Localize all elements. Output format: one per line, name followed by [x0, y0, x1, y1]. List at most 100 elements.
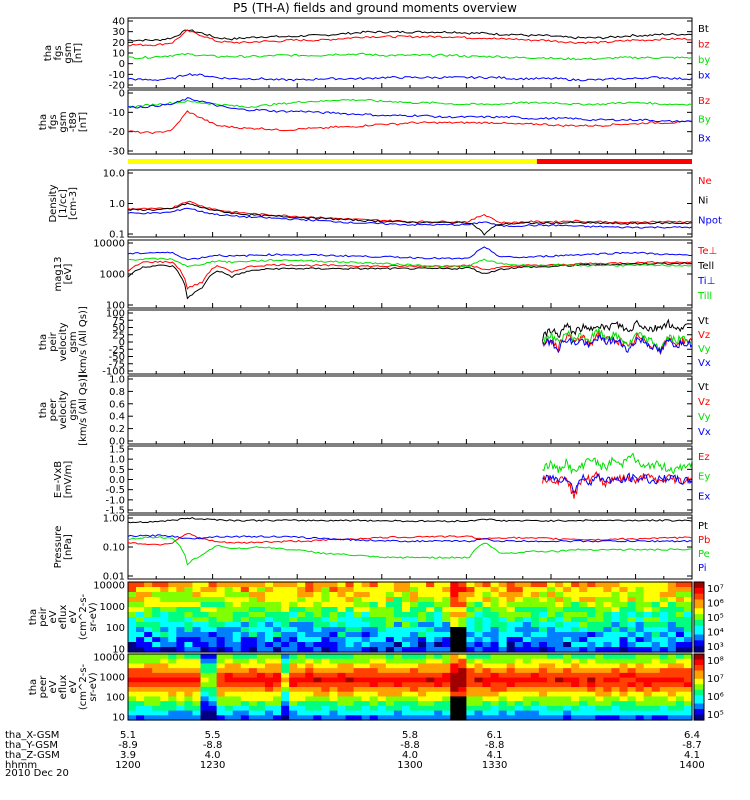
spectrogram-cell [369, 682, 379, 688]
spectrogram-cell [555, 602, 564, 608]
spectrogram-cell [418, 687, 427, 693]
spectrogram-cell [603, 663, 613, 669]
spectrogram-cell [200, 587, 210, 593]
spectrogram-cell [538, 710, 548, 716]
spectrogram-cell [522, 602, 532, 608]
spectrogram-cell [256, 582, 266, 588]
spectrogram-cell [160, 607, 169, 613]
spectrogram-cell [587, 617, 596, 623]
orbit-bar-segment [128, 159, 537, 164]
spectrogram-cell [337, 672, 347, 679]
spectrogram-cell [458, 705, 467, 712]
spectrogram-cell [264, 668, 274, 674]
legend-entry: Vy [698, 412, 711, 423]
spectrogram-cell [667, 663, 677, 669]
spectrogram-cell [659, 715, 669, 721]
spectrogram-cell [289, 647, 298, 653]
spectrogram-cell [248, 637, 258, 643]
spectrogram-cell [240, 582, 250, 588]
spectrogram-cell [273, 701, 282, 707]
spectrogram-cell [611, 617, 621, 623]
panel-frame [127, 653, 693, 721]
spectrogram-cell [329, 696, 339, 702]
colorbar-label: 10⁸ [707, 656, 724, 667]
spectrogram-cell [675, 710, 685, 716]
colorbar-cell [694, 649, 704, 653]
spectrogram-cell [458, 687, 467, 693]
spectrogram-cell [160, 632, 169, 638]
colorbar-cell [694, 656, 704, 661]
spectrogram-cell [337, 582, 347, 588]
spectrogram-cell [458, 587, 467, 593]
spectrogram-cell [385, 602, 395, 608]
spectrogram-cell [426, 705, 435, 712]
spectrogram-cell [256, 632, 266, 638]
spectrogram-cell [595, 607, 604, 613]
ytick-label: 25 [112, 330, 125, 341]
spectrogram-cell [240, 687, 250, 693]
spectrogram-cell [546, 592, 556, 598]
spectrogram-cell [522, 582, 532, 588]
spectrogram-cell [248, 632, 258, 638]
spectrogram-cell [321, 682, 331, 688]
spectrogram-cell [256, 705, 266, 712]
spectrogram-cell [675, 654, 685, 660]
spectrogram-cell [635, 696, 645, 702]
spectrogram-cell [546, 654, 556, 660]
spectrogram-cell [377, 701, 387, 707]
spectrogram-cell [643, 672, 653, 679]
spectrogram-cell [579, 682, 588, 688]
spectrogram-cell [329, 647, 339, 653]
spectrogram-cell [321, 622, 331, 628]
panel-ylabel: [km/s (All Qs)] [78, 306, 89, 378]
ytick-label: 10.0 [103, 169, 125, 180]
spectrogram-cell [216, 682, 226, 688]
spectrogram-cell [474, 647, 484, 653]
spectrogram-cell [474, 632, 484, 638]
spectrogram-cell [289, 637, 298, 643]
spectrogram-cell [635, 715, 645, 721]
spectrogram-cell [667, 607, 677, 613]
spectrogram-cell [208, 705, 218, 712]
spectrogram-cell [434, 710, 443, 716]
colorbar-cell [694, 605, 704, 609]
spectrogram-cell [200, 710, 210, 716]
panel-ylabel: eV [48, 680, 59, 693]
ytick-label: 0.6 [109, 399, 125, 410]
spectrogram-cell [321, 691, 331, 698]
spectrogram-cell [321, 597, 331, 603]
spectrogram-cell [208, 627, 218, 633]
spectrogram-cell [587, 672, 596, 679]
spectrogram-cell [377, 592, 387, 598]
spectrogram-cell [385, 668, 395, 674]
spectrogram-cell [571, 587, 580, 593]
panel-ylabel: -t89 [68, 112, 79, 132]
spectrogram-cell [281, 622, 290, 628]
spectrogram-cell [498, 607, 508, 613]
spectrogram-cell [546, 658, 556, 665]
spectrogram-cell [643, 632, 653, 638]
spectrogram-cell [264, 632, 274, 638]
legend-entry: Bx [698, 133, 711, 144]
spectrogram-cell [490, 602, 500, 608]
spectrogram-cell [587, 637, 596, 643]
spectrogram-cell [410, 637, 419, 643]
spectrogram-cell [675, 597, 685, 603]
spectrogram-cell [418, 587, 427, 593]
series-line [127, 52, 693, 61]
xaxis-row-value: 1300 [397, 760, 422, 771]
spectrogram-cell [490, 597, 500, 603]
spectrogram-cell [555, 701, 564, 707]
spectrogram-cell [643, 701, 653, 707]
spectrogram-cell [651, 705, 661, 712]
spectrogram-cell [474, 582, 484, 588]
spectrogram-cell [224, 642, 234, 648]
spectrogram-cell [667, 654, 677, 660]
spectrogram-cell [619, 592, 629, 598]
spectrogram-cell [563, 687, 572, 693]
spectrogram-cell [675, 715, 685, 721]
spectrogram-cell [256, 587, 266, 593]
spectrogram-cell [482, 637, 492, 643]
spectrogram-cell [273, 672, 282, 679]
